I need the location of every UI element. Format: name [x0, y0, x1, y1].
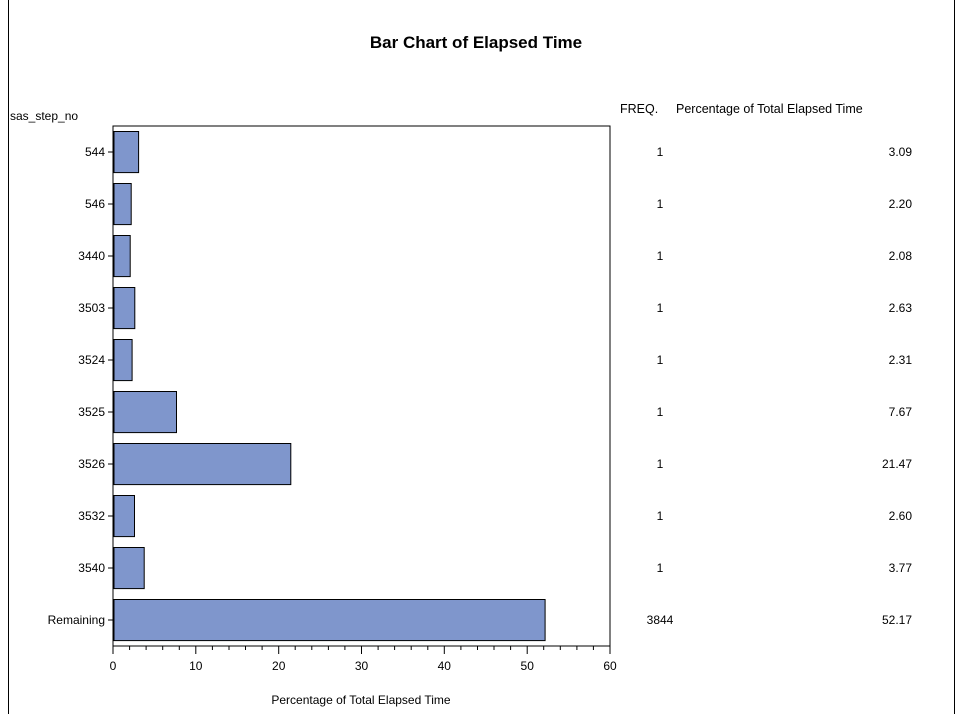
freq-value: 1 — [657, 353, 664, 367]
freq-value: 1 — [657, 561, 664, 575]
freq-value: 1 — [657, 249, 664, 263]
y-tick-label: 3540 — [78, 561, 105, 575]
freq-column-header: FREQ. — [620, 102, 658, 116]
y-tick-label: Remaining — [48, 613, 105, 627]
percentage-value: 3.09 — [889, 145, 913, 159]
bars-group: 544 1 3.09 546 1 2.20 3440 1 2.08 3503 1 2.63 3524 1 2… — [48, 131, 913, 642]
bar — [113, 235, 131, 278]
x-tick-label: 20 — [272, 659, 286, 673]
freq-value: 1 — [657, 197, 664, 211]
y-tick-label: 3524 — [78, 353, 105, 367]
percentage-value: 3.77 — [889, 561, 913, 575]
percentage-value: 7.67 — [889, 405, 913, 419]
y-tick-label: 3503 — [78, 301, 105, 315]
freq-value: 1 — [657, 301, 664, 315]
percentage-value: 2.63 — [889, 301, 913, 315]
bar — [113, 547, 145, 590]
bar — [113, 183, 132, 226]
x-tick-label: 40 — [438, 659, 452, 673]
percentage-value: 52.17 — [882, 613, 912, 627]
percentage-value: 2.31 — [889, 353, 913, 367]
chart-title: Bar Chart of Elapsed Time — [370, 33, 582, 52]
y-tick-label: 544 — [85, 145, 105, 159]
y-tick-label: 3526 — [78, 457, 105, 471]
freq-value: 1 — [657, 509, 664, 523]
x-axis-ticks: 0 10 20 30 40 50 60 — [110, 646, 617, 673]
plot-area — [112, 125, 611, 647]
freq-value: 1 — [657, 145, 664, 159]
freq-value: 1 — [657, 405, 664, 419]
x-tick-label: 30 — [355, 659, 369, 673]
y-tick-label: 3525 — [78, 405, 105, 419]
bar — [113, 287, 136, 330]
y-axis-label: sas_step_no — [10, 109, 78, 123]
x-tick-label: 60 — [603, 659, 617, 673]
bar — [113, 131, 140, 174]
bar — [113, 339, 133, 382]
x-tick-label: 0 — [110, 659, 117, 673]
bar — [113, 599, 546, 642]
x-tick-label: 10 — [189, 659, 203, 673]
freq-value: 1 — [657, 457, 664, 471]
percentage-column-header: Percentage of Total Elapsed Time — [676, 102, 863, 116]
percentage-value: 2.20 — [889, 197, 913, 211]
y-tick-label: 3440 — [78, 249, 105, 263]
x-tick-label: 50 — [521, 659, 535, 673]
bar — [113, 443, 292, 486]
x-axis-label: Percentage of Total Elapsed Time — [271, 693, 451, 707]
percentage-value: 2.08 — [889, 249, 913, 263]
percentage-value: 21.47 — [882, 457, 912, 471]
y-tick-label: 546 — [85, 197, 105, 211]
percentage-value: 2.60 — [889, 509, 913, 523]
bar — [113, 495, 135, 538]
chart-frame — [8, 0, 955, 714]
y-tick-label: 3532 — [78, 509, 105, 523]
freq-value: 3844 — [647, 613, 674, 627]
bar — [113, 391, 177, 434]
